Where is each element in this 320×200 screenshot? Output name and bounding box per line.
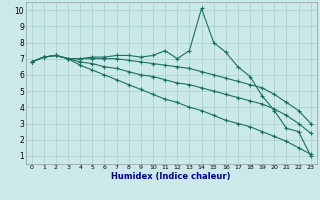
X-axis label: Humidex (Indice chaleur): Humidex (Indice chaleur) [111, 172, 231, 181]
